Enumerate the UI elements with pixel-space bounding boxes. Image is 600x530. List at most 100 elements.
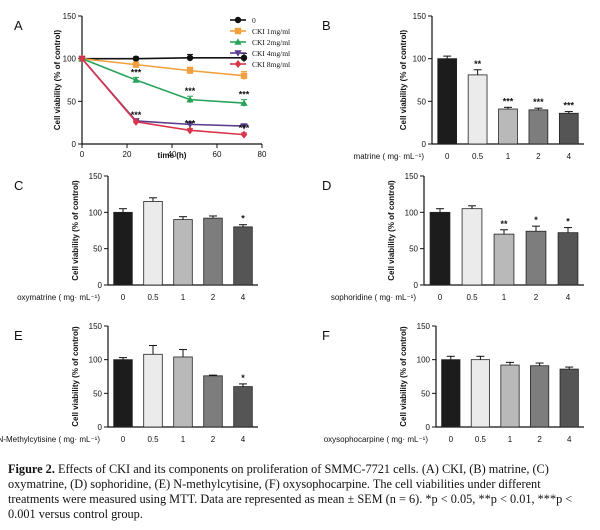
x-axis-title: matrine ( mg· mL⁻¹) — [354, 152, 425, 161]
y-tick-label: 50 — [93, 389, 102, 398]
y-tick-label: 0 — [426, 423, 431, 432]
y-tick-label: 100 — [413, 55, 427, 64]
figure-caption: Figure 2. Effects of CKI and its compone… — [8, 462, 592, 522]
significance-mark: * — [241, 373, 245, 383]
y-tick-label: 150 — [405, 172, 419, 181]
x-axis-title: oxymatrine ( mg· mL⁻¹) — [17, 293, 100, 302]
bar — [429, 211, 451, 286]
x-tick-label: 1 — [181, 293, 186, 302]
bar — [203, 375, 223, 428]
panel-c: C 0 50 100 150 Cell viability (% of control) 0… — [14, 172, 258, 302]
y-tick-label: 0 — [422, 140, 427, 149]
panel-d: D 0 50 100 150 Cell viability (% of control) 0… — [322, 172, 584, 302]
significance-mark: ** — [500, 219, 508, 229]
bar — [498, 108, 518, 145]
data-point — [132, 61, 140, 68]
data-point — [78, 54, 86, 63]
x-tick-label: 2 — [211, 435, 216, 444]
panel-f: F 0 50 100 150 Cell viability (% of control) 0… — [322, 322, 584, 444]
x-tick-label: 0 — [121, 435, 126, 444]
x-tick-label: 0.5 — [147, 435, 159, 444]
bar — [525, 230, 547, 286]
bar — [559, 368, 579, 428]
bar — [233, 226, 253, 286]
x-tick-label: 0 — [121, 293, 126, 302]
significance-mark: * — [566, 217, 570, 227]
significance-mark: * — [241, 214, 245, 224]
data-point — [234, 50, 242, 57]
x-tick-label: 2 — [534, 293, 539, 302]
significance-mark: *** — [564, 101, 575, 111]
data-point — [186, 126, 194, 135]
bar — [437, 58, 458, 145]
x-tick-label: 0 — [445, 152, 450, 161]
legend-label: 0 — [252, 16, 256, 25]
panel-label: A — [14, 18, 23, 33]
legend-label: CKI 4mg/ml — [252, 49, 290, 58]
x-tick-label: 0.5 — [475, 435, 487, 444]
significance-mark: *** — [185, 119, 196, 129]
x-tick-label: 2 — [536, 152, 541, 161]
series-line — [81, 58, 245, 136]
significance-mark: *** — [239, 123, 250, 133]
x-tick-label: 40 — [168, 150, 177, 159]
y-axis-title: Cell viability (% of control) — [387, 180, 396, 281]
bar — [500, 364, 520, 428]
data-point — [240, 123, 248, 130]
bar — [441, 359, 461, 428]
y-tick-label: 100 — [417, 356, 431, 365]
bar — [558, 112, 579, 145]
x-tick-label: 1 — [508, 435, 513, 444]
y-tick-label: 150 — [63, 12, 77, 21]
y-tick-label: 50 — [409, 245, 418, 254]
bar — [233, 386, 253, 428]
y-tick-label: 50 — [67, 97, 76, 106]
x-tick-label: 0.5 — [472, 152, 484, 161]
y-tick-label: 100 — [63, 55, 77, 64]
significance-mark: *** — [185, 86, 196, 96]
x-tick-label: 1 — [502, 293, 507, 302]
bar — [143, 353, 163, 428]
bar — [493, 233, 515, 286]
x-tick-label: 4 — [566, 293, 571, 302]
significance-mark: ** — [474, 59, 482, 69]
data-point — [186, 67, 194, 74]
y-tick-label: 50 — [417, 97, 426, 106]
x-axis-title: sophoridine ( mg· mL⁻¹) — [331, 293, 416, 302]
significance-mark: *** — [239, 90, 250, 100]
panel-b: B 0 50 100 150 Cell viability (% of control) 0… — [322, 12, 584, 161]
x-tick-label: 0 — [449, 435, 454, 444]
y-tick-label: 50 — [93, 245, 102, 254]
series-line — [81, 57, 245, 77]
bar — [113, 211, 133, 286]
data-point — [240, 130, 248, 139]
y-tick-label: 150 — [89, 322, 103, 331]
bar — [528, 109, 549, 145]
x-tick-label: 80 — [258, 150, 267, 159]
bar — [173, 219, 193, 286]
y-tick-label: 150 — [413, 12, 427, 21]
x-tick-label: 4 — [567, 152, 572, 161]
x-tick-label: 0 — [438, 293, 443, 302]
y-tick-label: 0 — [72, 140, 77, 149]
significance-mark: * — [534, 215, 538, 225]
x-tick-label: 4 — [567, 435, 572, 444]
x-tick-label: 2 — [537, 435, 542, 444]
x-tick-label: 2 — [211, 293, 216, 302]
data-point — [234, 60, 242, 68]
y-tick-label: 100 — [89, 356, 103, 365]
y-axis-title: Cell viability (% of control) — [71, 326, 80, 427]
y-axis-title: Cell viability (% of control) — [399, 29, 408, 130]
panel-e: E 0 50 100 150 Cell viability (% of control) 0… — [0, 322, 258, 444]
panel-label: C — [14, 178, 23, 193]
x-tick-label: 60 — [213, 150, 222, 159]
bar — [173, 356, 193, 428]
data-point — [234, 16, 242, 24]
significance-mark: *** — [533, 97, 544, 107]
caption-text: Effects of CKI and its components on pro… — [8, 462, 573, 521]
y-tick-label: 150 — [89, 172, 103, 181]
data-point — [186, 95, 194, 103]
y-tick-label: 0 — [414, 281, 419, 290]
y-tick-label: 100 — [89, 208, 103, 217]
